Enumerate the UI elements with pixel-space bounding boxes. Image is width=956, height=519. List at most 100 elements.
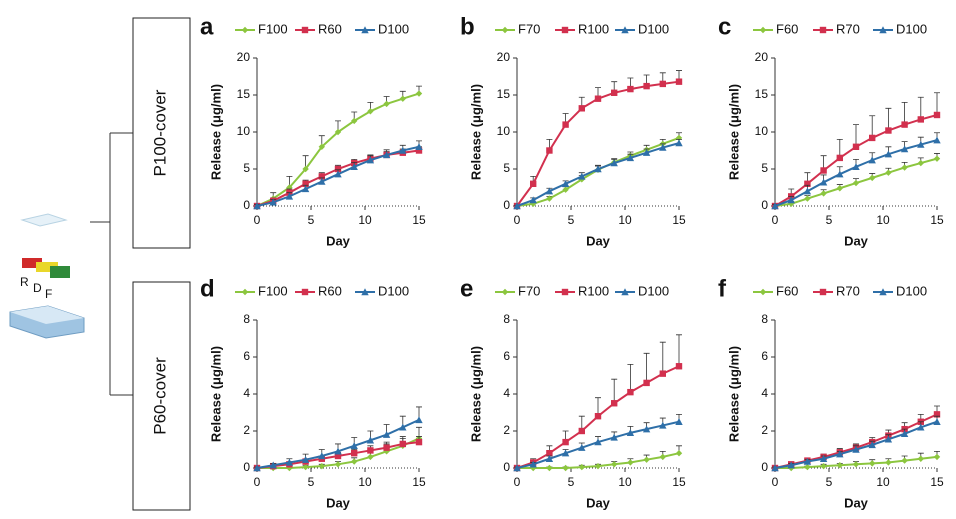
row-label: P60-cover: [150, 357, 169, 435]
marker: [302, 180, 309, 187]
marker: [659, 421, 667, 429]
marker: [675, 418, 683, 425]
marker: [836, 154, 843, 162]
x-tick-label: 15: [412, 475, 426, 489]
x-axis-label: Day: [844, 233, 869, 248]
panel-letter: d: [200, 275, 215, 302]
marker: [334, 461, 342, 468]
marker: [562, 121, 569, 128]
layer-f: [50, 266, 70, 278]
marker: [383, 100, 390, 108]
x-tick-label: 15: [930, 475, 944, 489]
marker: [804, 180, 811, 187]
legend-marker: [301, 26, 309, 34]
marker: [836, 170, 844, 178]
y-tick-label: 0: [761, 198, 768, 212]
y-tick-label: 15: [755, 87, 769, 101]
legend-label: R100: [578, 283, 609, 298]
marker: [852, 461, 860, 468]
marker: [415, 416, 423, 424]
x-axis-label: Day: [326, 495, 351, 510]
y-tick-label: 0: [503, 460, 510, 474]
marker: [820, 462, 827, 470]
x-tick-label: 0: [514, 213, 521, 227]
legend-marker: [879, 288, 887, 296]
error-bar: [885, 107, 892, 131]
marker: [594, 462, 602, 470]
y-tick-label: 0: [761, 460, 768, 474]
marker: [382, 431, 391, 438]
marker: [610, 159, 618, 167]
layer-label: F: [45, 287, 52, 301]
error-bar: [934, 92, 940, 115]
marker: [301, 455, 310, 463]
legend-label: R100: [578, 21, 609, 36]
legend-marker: [361, 288, 369, 296]
series-line: [256, 149, 420, 207]
y-tick-label: 5: [761, 161, 768, 175]
marker: [611, 400, 618, 407]
cover-icon: [20, 213, 68, 227]
x-tick-label: 15: [672, 475, 686, 489]
marker: [366, 156, 375, 164]
legend-label: F100: [258, 21, 288, 36]
panel: d 0 2 4 6 8 0 5 10 15 Day Release (μg/ml) F100 R60 D10…: [200, 275, 426, 510]
marker: [415, 438, 423, 446]
y-tick-label: 8: [503, 312, 510, 326]
marker: [513, 202, 521, 210]
marker: [659, 453, 666, 461]
marker: [594, 438, 602, 446]
marker: [659, 143, 667, 151]
marker: [820, 190, 827, 197]
marker: [852, 143, 860, 150]
marker: [529, 196, 537, 204]
y-tick-label: 4: [503, 386, 510, 400]
marker: [334, 170, 342, 178]
marker: [578, 463, 585, 471]
y-tick-label: 4: [761, 386, 768, 400]
marker: [885, 459, 892, 466]
marker: [787, 461, 795, 469]
marker: [367, 453, 374, 461]
marker: [642, 149, 651, 156]
y-tick-label: 0: [503, 198, 510, 212]
marker: [546, 450, 553, 457]
marker: [513, 464, 521, 472]
marker: [611, 89, 618, 96]
marker: [351, 117, 358, 125]
marker: [302, 165, 309, 173]
marker: [900, 145, 909, 153]
error-bar: [676, 334, 682, 367]
marker: [852, 163, 860, 170]
x-tick-label: 10: [876, 213, 890, 227]
error-bar: [917, 96, 924, 120]
marker: [627, 388, 634, 396]
schematic: P100-cover P60-cover R D F: [9, 17, 191, 511]
x-axis-label: Day: [326, 233, 351, 248]
marker: [318, 452, 326, 460]
legend-label: F60: [776, 21, 798, 36]
legend-marker: [759, 288, 767, 296]
x-tick-label: 0: [254, 213, 261, 227]
marker: [334, 128, 342, 136]
legend-label: D100: [378, 283, 409, 298]
error-bar: [659, 341, 666, 374]
y-axis-label: Release (μg/ml): [468, 84, 483, 180]
y-tick-label: 10: [497, 124, 511, 138]
marker: [415, 90, 423, 97]
layer-r: [22, 258, 42, 268]
marker: [884, 150, 893, 158]
marker: [399, 95, 406, 102]
legend-marker: [561, 288, 569, 296]
x-tick-label: 15: [930, 213, 944, 227]
marker: [869, 174, 876, 182]
legend-marker: [879, 26, 887, 34]
marker: [399, 423, 407, 431]
x-tick-label: 5: [568, 213, 575, 227]
marker: [529, 460, 537, 468]
error-bar: [901, 102, 908, 125]
marker: [659, 370, 666, 377]
marker: [399, 146, 407, 154]
marker: [900, 430, 909, 437]
